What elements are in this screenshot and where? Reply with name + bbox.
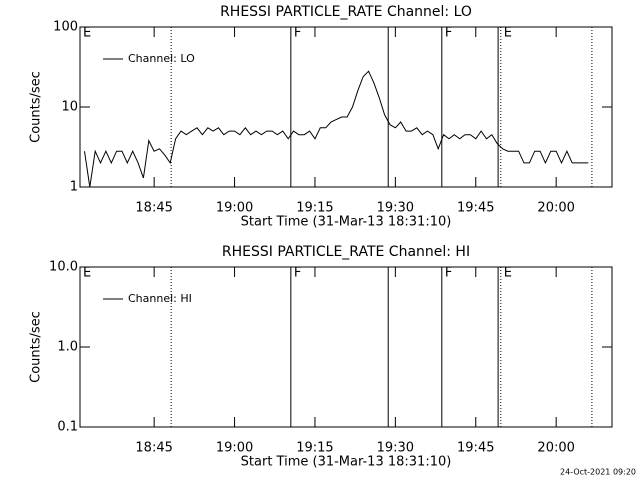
data-line — [84, 70, 589, 188]
x-axis-label: Start Time (31-Mar-13 18:31:10) — [241, 455, 452, 470]
event-label: F — [294, 266, 301, 281]
legend-label: Channel: HI — [128, 292, 192, 305]
x-tick-label: 19:30 — [377, 441, 414, 456]
y-tick-label: 1 — [70, 180, 78, 195]
footer: 24-Oct-2021 09:20 — [560, 468, 636, 477]
event-label: F — [445, 26, 452, 41]
y-tick-label: 0.1 — [57, 420, 78, 435]
x-tick-label: 19:15 — [296, 201, 333, 216]
x-tick-label: 19:00 — [216, 441, 253, 456]
x-tick-label: 19:30 — [377, 201, 414, 216]
y-tick-label: 10.0 — [49, 260, 78, 275]
x-tick-label: 20:00 — [537, 201, 574, 216]
y-tick-label: 1.0 — [57, 340, 78, 355]
event-label: E — [83, 266, 91, 281]
x-tick-label: 19:45 — [457, 201, 494, 216]
y-axis-label: Counts/sec — [29, 311, 44, 383]
y-axis-label: Counts/sec — [29, 71, 44, 143]
event-label: E — [83, 26, 91, 41]
chart-title: RHESSI PARTICLE_RATE Channel: LO — [220, 4, 472, 20]
x-tick-label: 18:45 — [135, 201, 172, 216]
y-tick-label: 10 — [61, 100, 78, 115]
event-label: F — [294, 26, 301, 41]
event-label: E — [504, 26, 512, 41]
x-axis-label: Start Time (31-Mar-13 18:31:10) — [241, 215, 452, 230]
chart-title: RHESSI PARTICLE_RATE Channel: HI — [222, 244, 470, 260]
x-tick-label: 19:00 — [216, 201, 253, 216]
y-tick-label: 100 — [53, 20, 78, 35]
x-tick-label: 19:15 — [296, 441, 333, 456]
x-tick-label: 20:00 — [537, 441, 574, 456]
x-tick-label: 18:45 — [135, 441, 172, 456]
event-label: E — [504, 266, 512, 281]
x-tick-label: 19:45 — [457, 441, 494, 456]
event-label: F — [445, 266, 452, 281]
legend-label: Channel: LO — [128, 52, 195, 65]
